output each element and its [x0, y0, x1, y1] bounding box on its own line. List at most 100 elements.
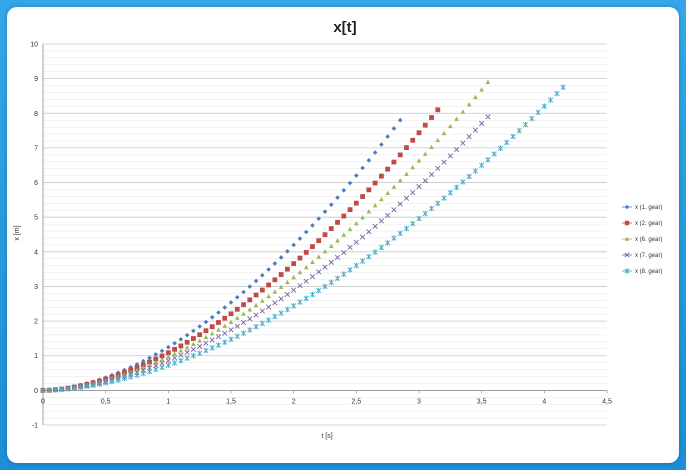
data-point	[297, 236, 303, 241]
data-point	[328, 259, 334, 265]
data-point	[234, 315, 240, 320]
data-point	[391, 159, 397, 165]
data-point	[379, 196, 384, 202]
data-point	[360, 165, 365, 171]
data-point	[259, 287, 265, 293]
data-point	[165, 357, 171, 364]
tick-labels: -1 0 1 2 3 4 5 6 7 8 9 10 0 0,5 1 1,5 2 2,5 3 3,5 4 4,5	[30, 42, 612, 430]
data-point	[366, 187, 372, 193]
data-point	[153, 356, 159, 362]
data-point	[316, 238, 322, 244]
data-point	[410, 220, 416, 227]
data-point	[347, 207, 353, 213]
data-point	[497, 145, 504, 152]
data-point	[266, 282, 271, 288]
data-point	[265, 317, 272, 323]
data-point	[379, 142, 384, 147]
data-point	[547, 97, 554, 103]
data-point	[516, 127, 522, 134]
data-point	[379, 173, 384, 179]
legend-marker	[624, 204, 630, 210]
data-point	[247, 307, 253, 312]
x-tick-label: 1	[166, 398, 170, 405]
data-point	[335, 195, 340, 200]
x-axis-label: t [s]	[321, 433, 332, 440]
data-point	[197, 350, 203, 357]
series-x-6-gear-	[40, 79, 491, 393]
data-point	[159, 360, 165, 366]
data-point	[397, 117, 403, 123]
data-point	[153, 359, 159, 365]
data-point	[191, 328, 196, 334]
data-point	[366, 229, 372, 235]
data-point	[322, 283, 328, 290]
data-point	[272, 261, 278, 266]
data-point	[510, 133, 516, 140]
data-point	[253, 302, 259, 308]
data-point	[253, 312, 259, 318]
legend-label: x (6. gear)	[635, 237, 662, 243]
data-point	[479, 87, 484, 92]
data-point	[284, 291, 291, 298]
series-x-1-gear-	[40, 117, 403, 393]
data-point	[153, 366, 159, 373]
data-point	[410, 189, 416, 196]
data-point	[416, 158, 422, 163]
data-point	[504, 139, 510, 146]
data-point	[310, 244, 315, 249]
data-point	[328, 279, 334, 286]
x-tick-label: 2	[292, 398, 296, 405]
data-point	[435, 165, 441, 172]
data-point	[347, 180, 353, 186]
data-point	[341, 249, 347, 256]
data-point	[147, 359, 152, 365]
data-point	[253, 292, 259, 298]
data-point	[77, 384, 84, 391]
data-point	[216, 310, 221, 315]
series-x-2-gear-	[40, 107, 441, 393]
data-point	[303, 264, 309, 270]
data-point	[203, 328, 209, 334]
legend: x (1. gear) x (2. gear) x (6. gear) x (7. g…	[622, 204, 662, 275]
data-point	[360, 194, 365, 199]
data-point	[335, 219, 340, 225]
data-point	[96, 381, 103, 387]
data-point	[278, 296, 284, 302]
data-point	[147, 355, 152, 361]
data-point	[322, 264, 328, 270]
legend-item: x (2. gear)	[622, 220, 662, 227]
x-tick-label: 3,5	[477, 398, 487, 405]
data-point	[353, 200, 359, 206]
legend-marker	[624, 268, 630, 274]
data-point	[260, 298, 265, 303]
data-point	[203, 319, 209, 325]
data-point	[228, 300, 234, 305]
data-point	[184, 344, 190, 350]
data-point	[391, 235, 397, 241]
data-point	[385, 212, 391, 218]
data-point	[422, 177, 428, 184]
data-point	[366, 209, 372, 214]
data-point	[140, 365, 146, 370]
legend-label: x (2. gear)	[635, 221, 662, 227]
data-point	[240, 319, 247, 326]
data-point	[473, 94, 478, 99]
data-point	[215, 334, 222, 340]
data-point	[391, 184, 397, 189]
data-point	[334, 254, 341, 261]
legend-item: x (6. gear)	[622, 236, 662, 243]
data-point	[284, 306, 291, 313]
data-point	[353, 262, 359, 269]
data-point	[159, 364, 165, 371]
data-point	[354, 173, 359, 178]
data-point	[278, 284, 284, 289]
data-point	[65, 386, 71, 392]
chart-card: x[t] -1 0 1 2 3 4 5 6 7 8 9 10 0 0,5 1 1,5 2 2,5 3 3,5 4 4,5 …	[7, 7, 679, 463]
data-point	[453, 184, 460, 191]
data-point	[159, 348, 165, 354]
data-point	[228, 336, 234, 343]
data-point	[178, 337, 184, 342]
data-point	[291, 261, 297, 267]
data-point	[397, 230, 403, 237]
